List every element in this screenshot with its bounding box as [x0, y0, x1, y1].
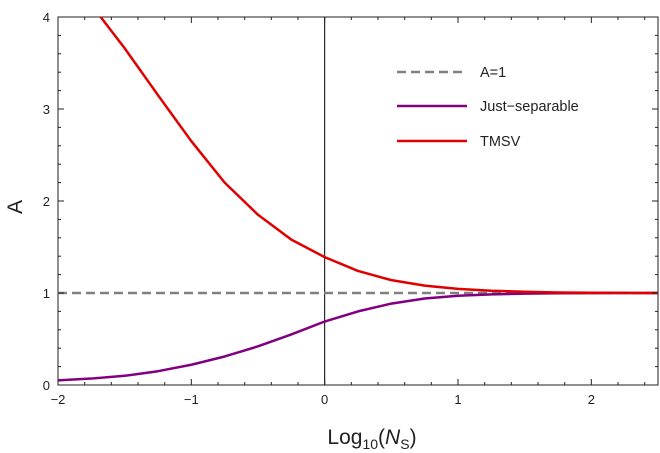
plot-frame	[57, 16, 659, 386]
x-tick-label: 0	[321, 392, 328, 407]
y-tick-label: 0	[43, 378, 50, 393]
x-tick-label: −2	[51, 392, 66, 407]
y-tick-label: 2	[43, 194, 50, 209]
series-layer	[57, 16, 659, 382]
series-line-tmsv	[99, 16, 659, 295]
y-axis-label: A	[4, 200, 27, 214]
series-line-just-separable	[57, 291, 658, 382]
y-tick-label: 4	[43, 10, 50, 25]
plot-area	[57, 16, 659, 386]
x-tick-label: 2	[588, 392, 595, 407]
x-tick-label: −1	[184, 392, 199, 407]
legend-label-just-separable: Just−separable	[480, 99, 579, 115]
y-tick-label: 1	[43, 286, 50, 301]
y-tick-label: 3	[43, 102, 50, 117]
ticks-layer: −2 −1 0 1 2 0 1 2 3 4	[43, 10, 658, 407]
x-tick-label: 1	[454, 392, 461, 407]
legend: A=1 Just−separable TMSV	[397, 65, 579, 150]
x-axis-label: Log10(NS)	[327, 426, 416, 452]
legend-label-tmsv: TMSV	[480, 134, 521, 150]
legend-label-a1: A=1	[480, 65, 506, 81]
